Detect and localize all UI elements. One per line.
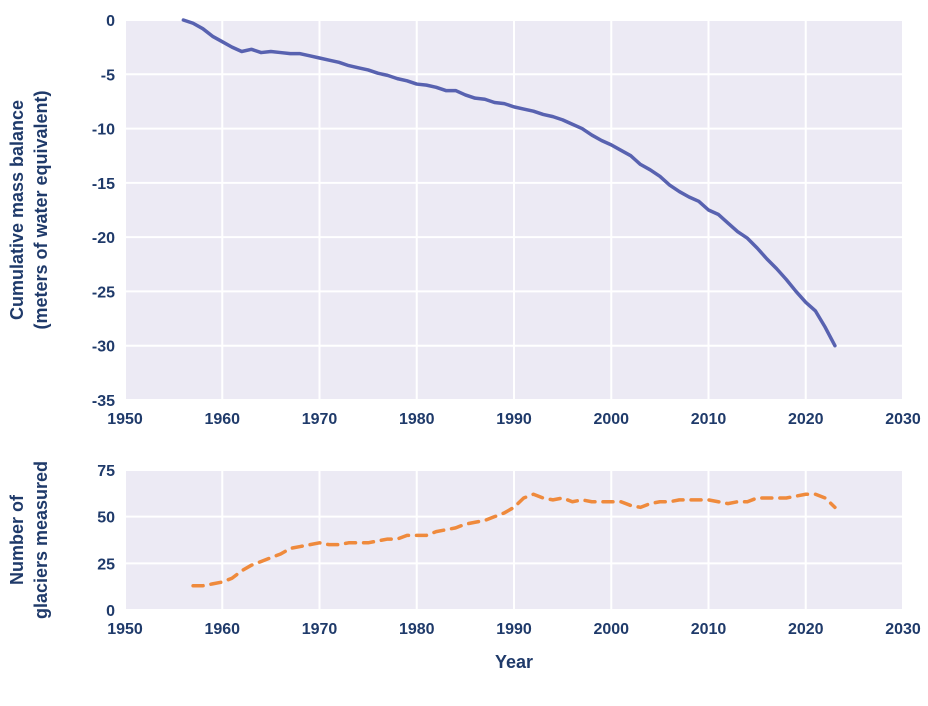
svg-text:-35: -35 bbox=[92, 393, 115, 410]
svg-text:0: 0 bbox=[106, 13, 115, 30]
svg-text:1960: 1960 bbox=[204, 411, 240, 428]
x-axis-label: Year bbox=[495, 652, 533, 672]
svg-text:-5: -5 bbox=[101, 67, 115, 84]
svg-text:-15: -15 bbox=[92, 176, 115, 193]
bottom-ylabel-line1: Number of bbox=[7, 494, 27, 585]
svg-text:2030: 2030 bbox=[885, 621, 921, 638]
svg-text:1980: 1980 bbox=[399, 621, 435, 638]
svg-text:-30: -30 bbox=[92, 339, 115, 356]
svg-text:2010: 2010 bbox=[691, 411, 727, 428]
svg-text:1960: 1960 bbox=[204, 621, 240, 638]
bottom-ylabel-line2: glaciers measured bbox=[31, 461, 51, 619]
svg-text:2030: 2030 bbox=[885, 411, 921, 428]
svg-text:25: 25 bbox=[97, 556, 115, 573]
svg-text:1970: 1970 bbox=[302, 411, 338, 428]
svg-text:1950: 1950 bbox=[107, 621, 143, 638]
chart-svg: 1950 1960 1970 1980 1990 2000 2010 2020 2030 -35 -… bbox=[0, 0, 928, 706]
svg-text:-25: -25 bbox=[92, 284, 115, 301]
svg-text:1970: 1970 bbox=[302, 621, 338, 638]
svg-text:2020: 2020 bbox=[788, 411, 824, 428]
top-ylabel-line1: Cumulative mass balance bbox=[7, 100, 27, 320]
svg-text:-20: -20 bbox=[92, 230, 115, 247]
svg-text:2010: 2010 bbox=[691, 621, 727, 638]
svg-text:50: 50 bbox=[97, 510, 115, 527]
svg-text:-10: -10 bbox=[92, 122, 115, 139]
svg-text:1950: 1950 bbox=[107, 411, 143, 428]
glacier-chart: 1950 1960 1970 1980 1990 2000 2010 2020 2030 -35 -… bbox=[0, 0, 928, 706]
svg-text:0: 0 bbox=[106, 603, 115, 620]
svg-text:75: 75 bbox=[97, 463, 115, 480]
svg-text:1990: 1990 bbox=[496, 411, 532, 428]
svg-text:2020: 2020 bbox=[788, 621, 824, 638]
svg-text:1990: 1990 bbox=[496, 621, 532, 638]
svg-text:2000: 2000 bbox=[593, 621, 629, 638]
svg-text:1980: 1980 bbox=[399, 411, 435, 428]
svg-text:2000: 2000 bbox=[593, 411, 629, 428]
top-ylabel-line2: (meters of water equivalent) bbox=[31, 90, 51, 329]
